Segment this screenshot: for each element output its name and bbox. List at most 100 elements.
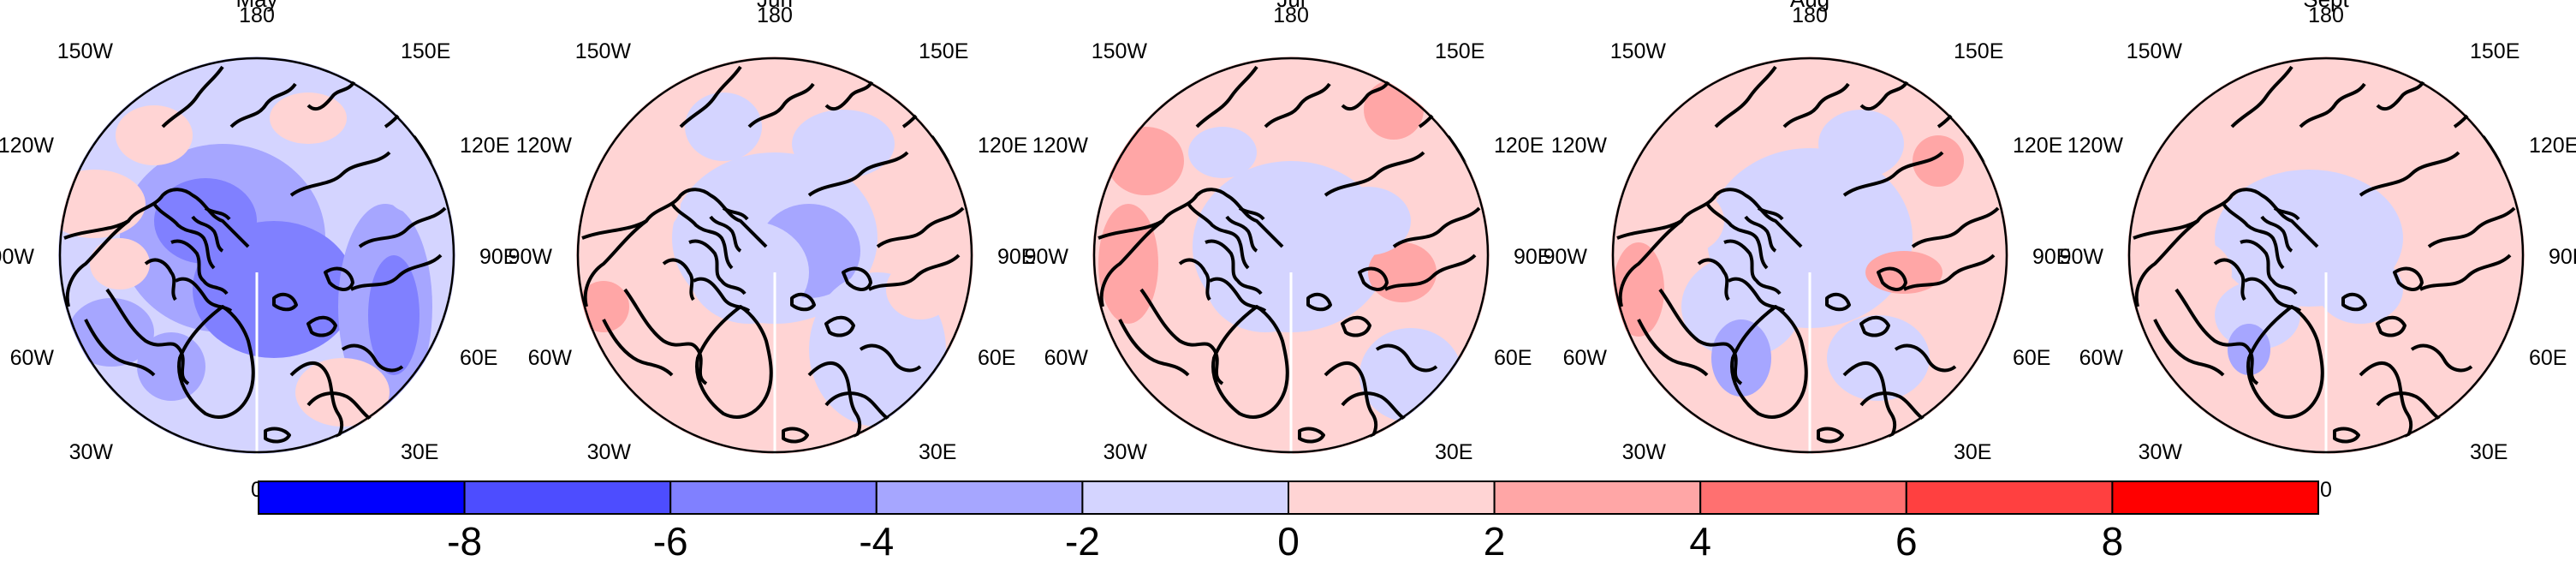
colorbar-tick-label: 6 [1895, 519, 1918, 561]
lon-label-top: 180 [1792, 3, 1828, 27]
lon-label-mid-upper-right: 120E [460, 134, 509, 158]
anomaly-region [295, 358, 390, 427]
map-boundary [2127, 57, 2525, 454]
anomaly-region [1613, 242, 1664, 337]
anomaly-region [2369, 341, 2454, 409]
colorbar-tick-label: 8 [2102, 519, 2124, 561]
lon-label-mid-upper-right: 120E [2013, 134, 2062, 158]
lon-label-mid-lower-left: 60W [10, 346, 55, 370]
lon-label-left: 90W [1544, 245, 1588, 269]
panel-title: Aug [1790, 0, 1829, 12]
lon-label-top: 180 [2308, 3, 2344, 27]
polar-map-jul: Jul180 150W 150E 120W 120E 90W 90E 60W 60E 30W 30E… [1025, 0, 1552, 502]
anomaly-region [1325, 187, 1411, 255]
anomaly-region [1098, 204, 1158, 324]
lon-label-mid-lower-right: 60E [2529, 346, 2567, 370]
map-boundary [1092, 57, 1490, 454]
anomaly-region [368, 255, 419, 375]
anomaly-region [2317, 255, 2403, 324]
lon-label-top: 180 [757, 3, 793, 27]
polar-map-jun: Jun180 150W 150E 120W 120E 90W 90E 60W 60E 30W 30E… [509, 0, 1036, 502]
lon-label-mid-lower-right: 60E [460, 346, 497, 370]
lon-label-right: 90E [997, 245, 1035, 269]
anomaly-region [2403, 144, 2472, 212]
lon-label-top: 180 [239, 3, 275, 27]
anomaly-region [1818, 110, 1904, 178]
colorbar-swatch [1699, 480, 1907, 515]
lon-label-upper-right: 150E [1435, 39, 1484, 63]
anomaly-region [1205, 230, 1325, 332]
map-boundary [1611, 57, 2008, 454]
anomaly-region [1188, 127, 1257, 178]
colorbar-swatch [875, 480, 1084, 515]
lon-label-lower-right: 30E [401, 440, 438, 464]
anomaly-region [2146, 238, 2232, 307]
lon-label-upper-right: 150E [2470, 39, 2519, 63]
lon-label-left: 90W [2060, 245, 2104, 269]
lon-label-mid-lower-left: 60W [1044, 346, 1089, 370]
polar-map-sept: Sept180 150W 150E 120W 120E 90W 90E 60W 60E 30W 30… [2060, 0, 2576, 502]
lon-label-lower-right: 30E [1435, 440, 1472, 464]
anomaly-region [689, 221, 809, 324]
colorbar-tick-label: 4 [1689, 519, 1711, 561]
colorbar-tick-label: -4 [859, 519, 894, 561]
lon-label-lower-right: 30E [1954, 440, 1991, 464]
lon-label-lower-left: 30W [1622, 440, 1667, 464]
panel-title: Jul [1276, 0, 1305, 12]
lon-label-mid-upper-right: 120E [1494, 134, 1544, 158]
lon-label-left: 90W [0, 245, 34, 269]
lon-label-mid-lower-left: 60W [528, 346, 573, 370]
map-boundary [576, 57, 973, 454]
panel-title: Sept [2303, 0, 2349, 12]
anomaly-region [1913, 135, 1964, 187]
lon-label-right: 90E [2032, 245, 2070, 269]
lon-label-lower-right: 30E [919, 440, 956, 464]
anomaly-region [1364, 80, 1424, 140]
anomaly-region [68, 298, 154, 367]
lon-label-lower-right: 30E [2470, 440, 2508, 464]
lon-label-upper-left: 150W [57, 39, 114, 63]
colorbar-swatch [258, 480, 466, 515]
lon-label-mid-upper-left: 120W [1551, 134, 1608, 158]
colorbar-tick-label: -6 [653, 519, 688, 561]
anomaly-region [886, 260, 955, 319]
lon-label-upper-right: 150E [1954, 39, 2003, 63]
colorbar-swatch [669, 480, 878, 515]
lon-label-top: 180 [1273, 3, 1309, 27]
lon-label-upper-left: 150W [2127, 39, 2183, 63]
lon-label-mid-lower-right: 60E [2013, 346, 2050, 370]
lon-label-upper-left: 150W [1610, 39, 1667, 63]
lon-label-upper-left: 150W [1092, 39, 1148, 63]
colorbar-swatch [1905, 480, 2114, 515]
lon-label-right: 90E [2549, 245, 2576, 269]
colorbar-swatch [1493, 480, 1702, 515]
map-boundary [58, 57, 455, 454]
anomaly-region [1681, 255, 1801, 358]
lon-label-mid-lower-left: 60W [2079, 346, 2124, 370]
anomaly-region [595, 170, 681, 238]
lon-label-mid-upper-right: 120E [978, 134, 1027, 158]
lon-label-bottom: 0 [2320, 478, 2332, 502]
colorbar-tick-label: -8 [447, 519, 482, 561]
lon-label-mid-upper-right: 120E [2529, 134, 2576, 158]
anomaly-region [629, 332, 715, 401]
colorbar-swatch [1288, 480, 1496, 515]
anomaly-region [1827, 315, 1930, 401]
lon-label-mid-upper-left: 120W [1032, 134, 1089, 158]
anomaly-region [578, 281, 629, 332]
lon-label-lower-left: 30W [587, 440, 632, 464]
lon-label-mid-lower-right: 60E [1494, 346, 1532, 370]
colorbar-swatch [2111, 480, 2319, 515]
polar-map-aug: Aug180 150W 150E 120W 120E 90W 90E 60W 60E 30W 30E… [1544, 0, 2071, 502]
lon-label-left: 90W [1025, 245, 1069, 269]
anomaly-region [792, 110, 895, 178]
panel-title: May [235, 0, 277, 12]
anomaly-region [270, 93, 347, 144]
lon-label-lower-left: 30W [1104, 440, 1148, 464]
anomaly-region [90, 238, 150, 289]
lon-label-mid-lower-right: 60E [978, 346, 1015, 370]
lon-label-right: 90E [479, 245, 517, 269]
lon-label-lower-left: 30W [69, 440, 114, 464]
anomaly-region [58, 170, 146, 238]
